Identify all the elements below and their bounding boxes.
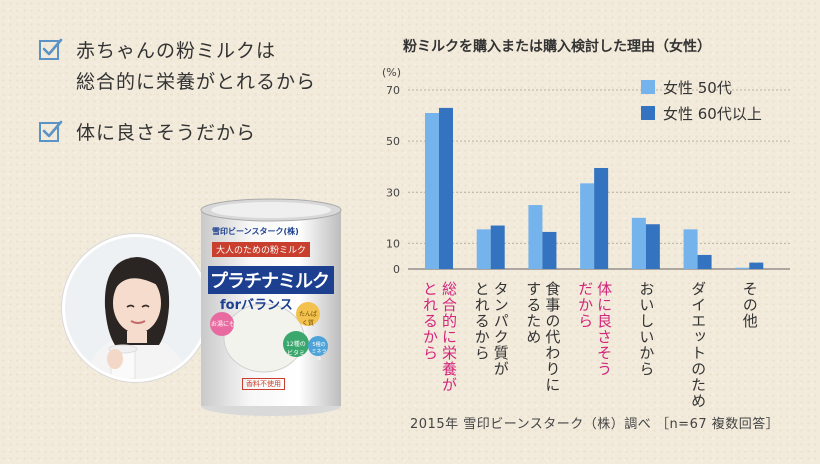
- y-tick-label: 10: [386, 237, 400, 250]
- category-label: 体に良さそう だから: [576, 281, 614, 377]
- product-badge-vitamin: 12種の ビタミン: [286, 341, 306, 366]
- product-name: プラチナミルク: [210, 271, 330, 292]
- bar-series1: [528, 205, 543, 269]
- y-tick-label: 0: [393, 263, 400, 276]
- bar-series1: [735, 267, 750, 269]
- product-sub: forバランス: [220, 298, 293, 313]
- bar-series2: [749, 262, 764, 269]
- product-brand: 雪印ビーンスターク(株): [212, 227, 299, 236]
- bar-series1: [425, 113, 439, 269]
- bar-series1: [476, 229, 491, 269]
- product-note: 香料不使用: [242, 378, 285, 390]
- bar-chart: 粉ミルクを購入または購入検討した理由（女性） (%) 0 10 30 50 70 女性 …: [360, 30, 810, 430]
- bar-series2: [490, 225, 505, 269]
- category-label: その他: [740, 281, 759, 329]
- woman-photo: [62, 234, 210, 382]
- bar-series2: [594, 167, 609, 269]
- checkbox-check-icon: [39, 38, 63, 60]
- category-label: 総合的に栄養が とれるから: [421, 281, 458, 393]
- bar-series2: [439, 107, 453, 270]
- y-axis-unit: (%): [382, 66, 401, 79]
- y-tick-label: 30: [386, 186, 400, 199]
- bar-series1: [631, 217, 646, 269]
- reason-text: 体に良さそうだから: [76, 122, 257, 144]
- y-tick-label: 50: [386, 135, 400, 148]
- legend-label: 女性 60代以上: [663, 105, 762, 123]
- product-badge-left: お湯にも: [211, 321, 236, 328]
- category-label: タンパク質が とれるから: [472, 281, 510, 377]
- reason-text: 赤ちゃんの粉ミルクは 総合的に栄養がとれるから: [76, 40, 317, 93]
- reason-item: 体に良さそうだから: [38, 118, 256, 149]
- legend-swatch: [641, 80, 655, 94]
- chart-title: 粉ミルクを購入または購入検討した理由（女性）: [403, 38, 711, 55]
- product-badge-mineral: 5種のミネラル: [311, 342, 327, 362]
- bar-series2: [542, 231, 557, 269]
- reason-item: 赤ちゃんの粉ミルクは 総合的に栄養がとれるから: [38, 36, 316, 98]
- product-can: 雪印ビーンスターク(株) 大人のための粉ミルク プラチナミルク forバランス …: [198, 196, 344, 418]
- bar-series2: [645, 224, 660, 269]
- source-note: 2015年 雪印ビーンスターク（株）調べ ［n=67 複数回答］: [410, 417, 780, 432]
- category-label: ダイエットのため: [689, 281, 708, 409]
- woman-illustration: [65, 237, 207, 379]
- category-label: おいしいから: [637, 281, 656, 377]
- category-label: 食事の代わりに するため: [524, 281, 562, 393]
- chart-svg: 粉ミルクを購入または購入検討した理由（女性） (%) 0 10 30 50 70 女性 …: [382, 38, 790, 276]
- checkbox-check-icon: [39, 120, 63, 142]
- bar-series2: [697, 254, 712, 269]
- legend-swatch: [641, 106, 655, 120]
- legend-label: 女性 50代: [663, 79, 732, 97]
- bar-series1: [683, 229, 698, 269]
- y-tick-label: 70: [386, 84, 400, 97]
- product-badge-protein: たんぱく質: [298, 311, 317, 327]
- product-tagline: 大人のための粉ミルク: [212, 242, 311, 257]
- bar-series1: [580, 183, 595, 269]
